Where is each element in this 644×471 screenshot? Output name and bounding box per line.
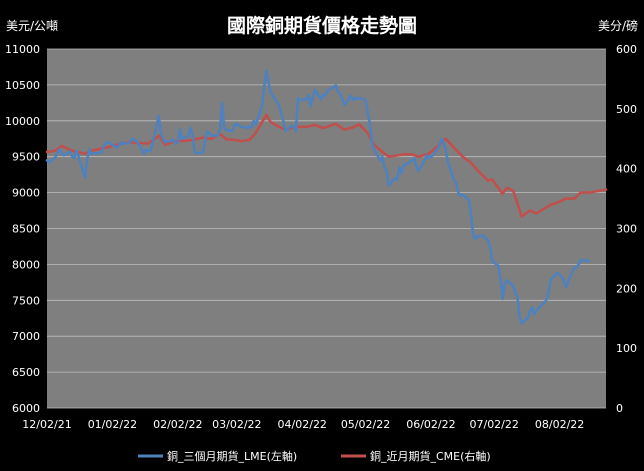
left-tick-label: 7500 bbox=[12, 294, 40, 307]
series-line-lme bbox=[45, 69, 591, 325]
left-tick-label: 9000 bbox=[12, 187, 40, 200]
left-tick-label: 8000 bbox=[12, 258, 40, 271]
left-tick-label: 11000 bbox=[5, 43, 40, 56]
legend-label-lme: 銅_三個月期貨_LME(左軸) bbox=[167, 449, 297, 463]
series-layer bbox=[45, 69, 608, 325]
x-tick-label: 08/02/22 bbox=[535, 418, 584, 431]
right-tick-label: 0 bbox=[616, 402, 623, 415]
right-tick-label: 600 bbox=[616, 43, 637, 56]
chart-title: 國際銅期貨價格走勢圖 bbox=[227, 14, 417, 37]
x-tick-label: 12/02/21 bbox=[22, 418, 71, 431]
x-tick-label: 07/02/22 bbox=[469, 418, 518, 431]
x-tick-label: 06/02/22 bbox=[406, 418, 455, 431]
right-tick-label: 200 bbox=[616, 282, 637, 295]
left-tick-label: 6000 bbox=[12, 402, 40, 415]
x-axis-ticks: 12/02/21 01/02/22 02/02/22 03/02/22 04/02/22… bbox=[22, 418, 584, 431]
left-tick-label: 10500 bbox=[5, 79, 40, 92]
legend: 銅_三個月期貨_LME(左軸) 銅_近月期貨_CME(右軸) bbox=[138, 449, 491, 463]
left-tick-label: 6500 bbox=[12, 366, 40, 379]
x-tick-label: 02/02/22 bbox=[153, 418, 202, 431]
right-axis-unit: 美分/磅 bbox=[598, 18, 638, 33]
series-line-cme bbox=[45, 113, 608, 218]
right-tick-label: 300 bbox=[616, 223, 637, 236]
right-axis-ticks: 0 100 200 300 400 500 600 bbox=[616, 43, 637, 415]
right-tick-label: 100 bbox=[616, 342, 637, 355]
left-axis-unit: 美元/公噸 bbox=[6, 19, 58, 33]
left-tick-label: 9500 bbox=[12, 151, 40, 164]
x-tick-label: 05/02/22 bbox=[341, 418, 390, 431]
left-tick-label: 10000 bbox=[5, 115, 40, 128]
x-tick-label: 03/02/22 bbox=[212, 418, 261, 431]
left-tick-label: 8500 bbox=[12, 223, 40, 236]
left-tick-label: 7000 bbox=[12, 330, 40, 343]
left-axis-ticks: 6000 6500 7000 7500 8000 8500 9000 9500 10000 105… bbox=[5, 43, 40, 415]
x-tick-label: 01/02/22 bbox=[88, 418, 137, 431]
right-tick-label: 500 bbox=[616, 103, 637, 116]
right-tick-label: 400 bbox=[616, 163, 637, 176]
x-tick-label: 04/02/22 bbox=[278, 418, 327, 431]
legend-label-cme: 銅_近月期貨_CME(右軸) bbox=[370, 449, 491, 463]
